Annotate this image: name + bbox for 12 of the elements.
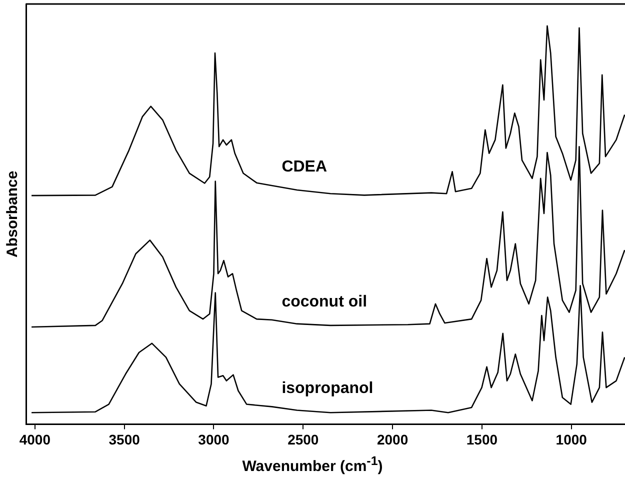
x-tick-label: 1000 <box>556 431 588 448</box>
x-tick-label: 2500 <box>288 431 319 448</box>
x-tick-label: 1500 <box>466 431 498 448</box>
x-axis-title: Wavenumber (cm$^{-1}$) <box>241 454 384 475</box>
x-tick-label: 3500 <box>108 431 140 448</box>
series-label: coconut oil <box>282 293 368 310</box>
series-label: isopropanol <box>282 380 374 398</box>
series-label: CDEA <box>282 158 328 176</box>
x-tick-label: 4000 <box>19 431 51 448</box>
y-axis-title: Absorbance <box>4 170 22 258</box>
x-tick-label: 3000 <box>198 431 230 448</box>
x-tick-label: 2000 <box>376 431 408 448</box>
